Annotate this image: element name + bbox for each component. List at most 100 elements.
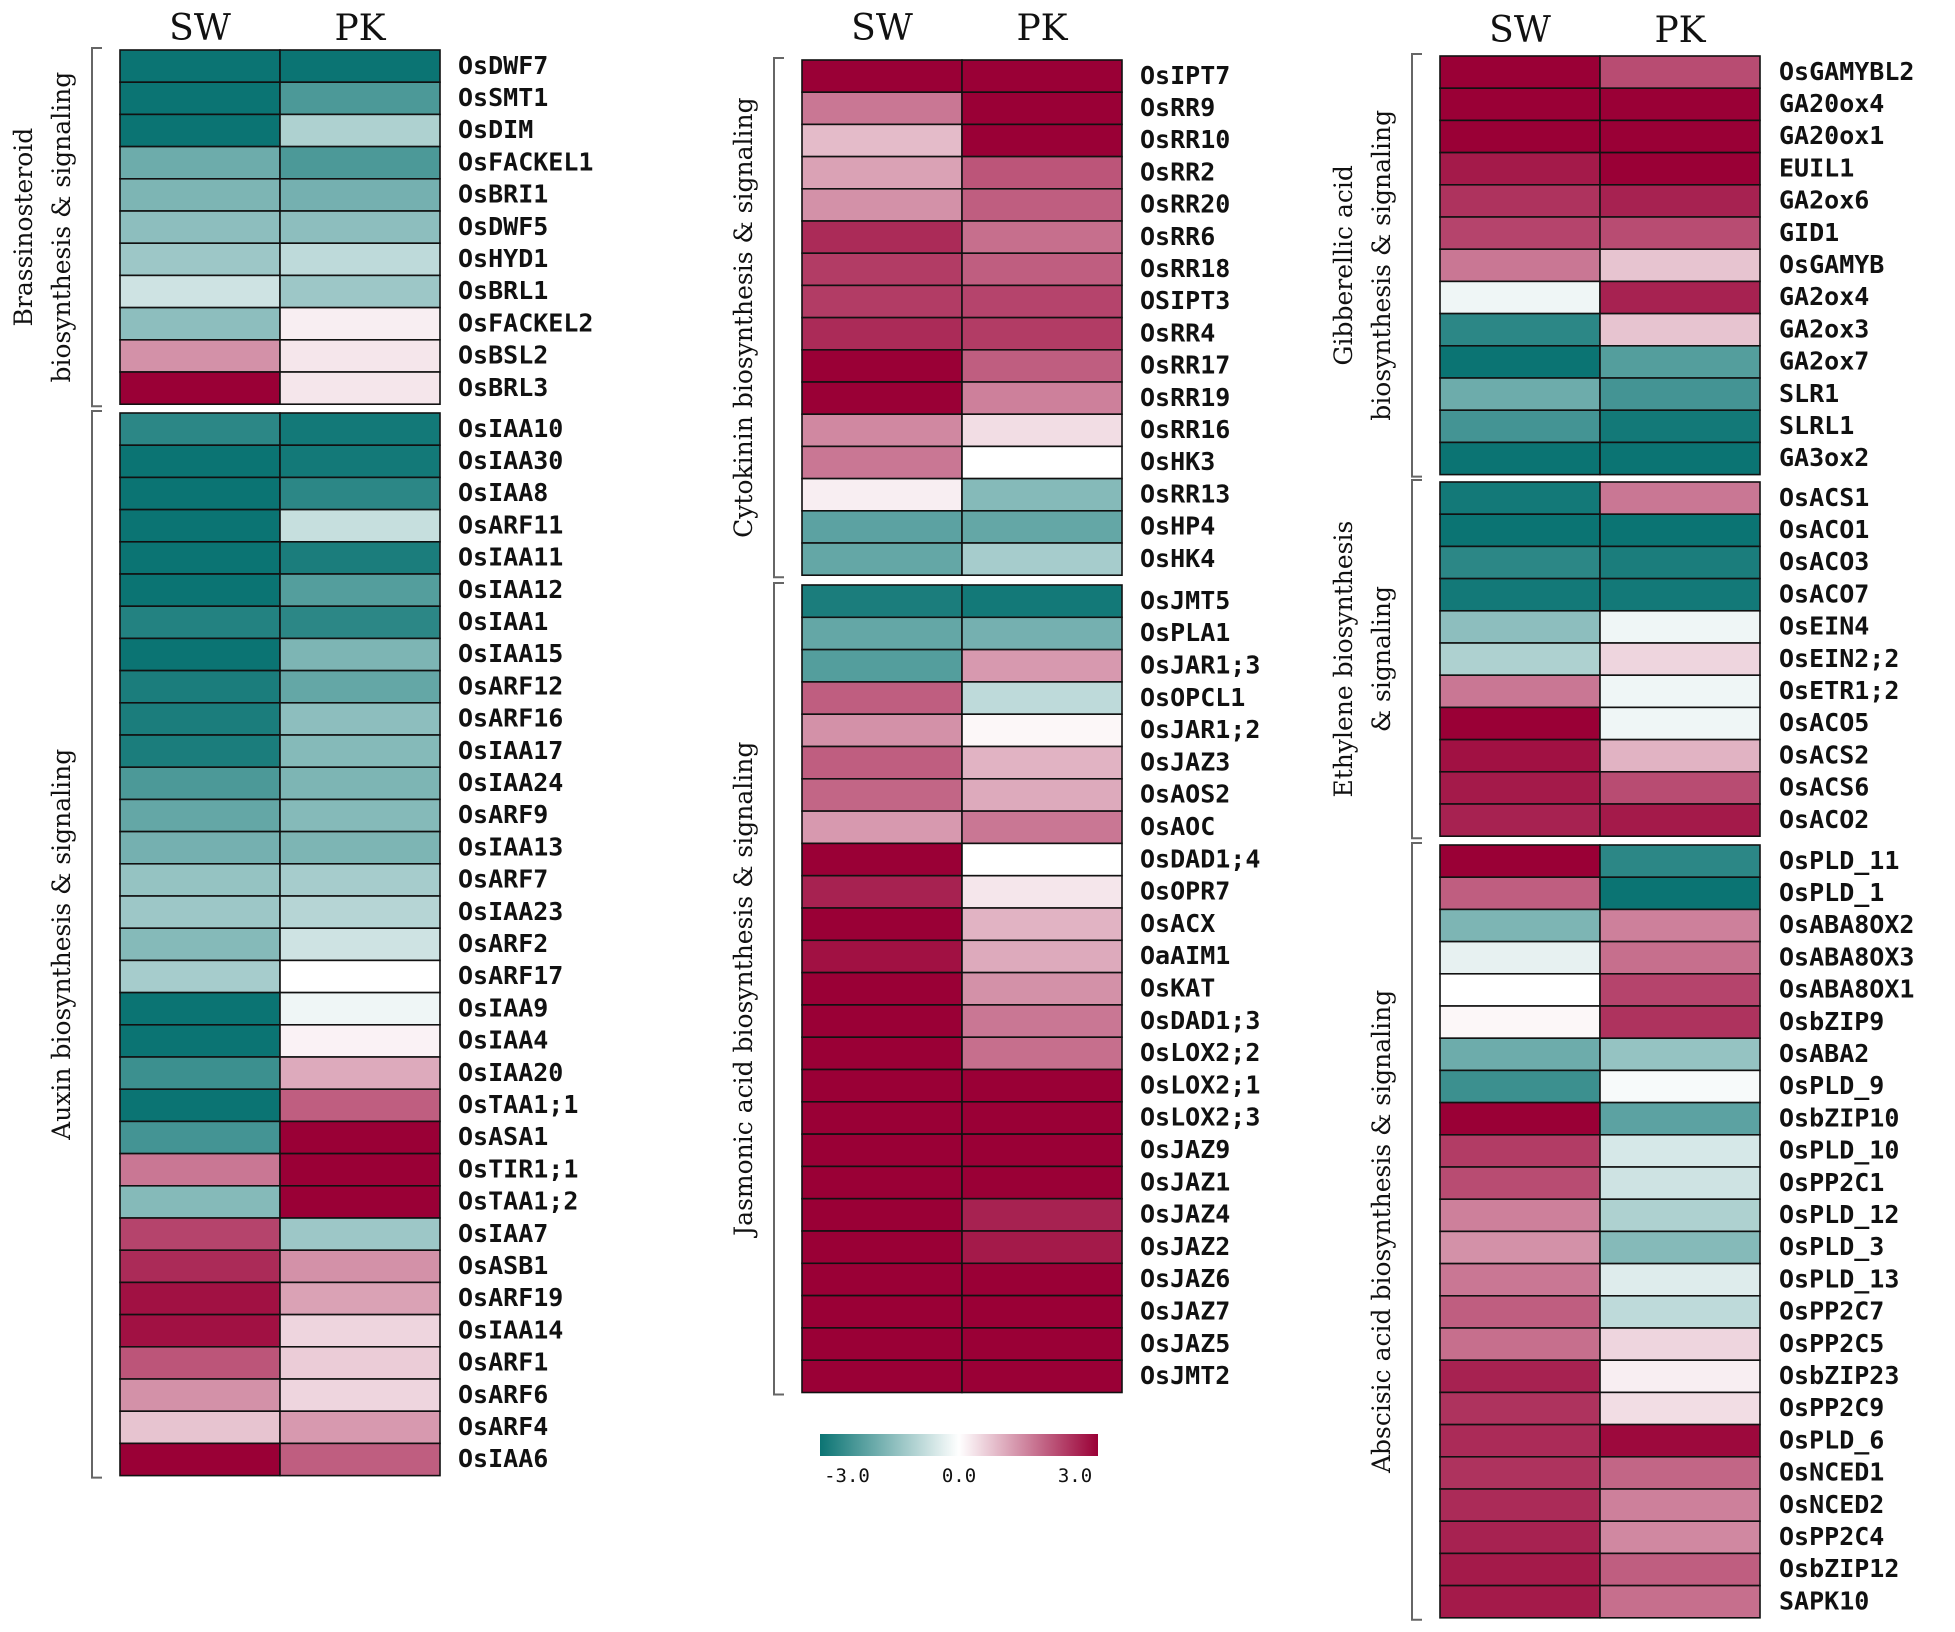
heatmap-cell-sw bbox=[801, 348, 963, 383]
heatmap-cell-sw bbox=[1439, 674, 1601, 709]
heatmap-cell-pk bbox=[279, 412, 441, 447]
gene-label: OsACO5 bbox=[1779, 708, 1869, 737]
gene-label: OsPP2C4 bbox=[1779, 1522, 1884, 1551]
gene-label: OsTAA1;1 bbox=[458, 1090, 578, 1119]
color-scale-legend: -3.0 0.0 3.0 bbox=[820, 1434, 1098, 1487]
heatmap-cell-sw bbox=[119, 573, 281, 608]
heatmap-cell-sw bbox=[801, 123, 963, 158]
heatmap-cell-pk bbox=[1599, 344, 1761, 379]
heatmap-cell-pk bbox=[279, 927, 441, 962]
heatmap-cell-sw bbox=[119, 669, 281, 704]
heatmap-cell-pk bbox=[961, 445, 1123, 480]
gene-label: GA2ox4 bbox=[1779, 282, 1869, 311]
heatmap-cell-sw bbox=[1439, 377, 1601, 412]
gene-label: OsARF16 bbox=[458, 704, 563, 733]
heatmap-cell-sw bbox=[1439, 1037, 1601, 1072]
gene-label: OsACO3 bbox=[1779, 547, 1869, 576]
heatmap-cell-pk bbox=[1599, 908, 1761, 943]
heatmap-cell-sw bbox=[1439, 1101, 1601, 1136]
heatmap-cell-sw bbox=[119, 444, 281, 479]
heatmap-cell-sw bbox=[1439, 184, 1601, 218]
heatmap-cell-sw bbox=[119, 1152, 281, 1187]
gene-label: OsACS1 bbox=[1779, 483, 1869, 512]
gene-label: OsABA8OX3 bbox=[1779, 942, 1914, 971]
heatmap-cell-sw bbox=[119, 540, 281, 575]
gene-label: OsIAA20 bbox=[458, 1058, 563, 1087]
gene-label: OsJAZ2 bbox=[1140, 1232, 1230, 1261]
heatmap-cell-pk bbox=[279, 1056, 441, 1091]
heatmap-cell-sw bbox=[1439, 609, 1601, 644]
gene-label: OsACO7 bbox=[1779, 579, 1869, 608]
gene-label: OsABA2 bbox=[1779, 1039, 1869, 1068]
gene-label: OsARF2 bbox=[458, 929, 548, 958]
heatmap-cell-pk bbox=[961, 381, 1123, 416]
gene-label: OsIAA11 bbox=[458, 543, 563, 572]
gene-label: OsJAZ9 bbox=[1140, 1135, 1230, 1164]
heatmap-cell-sw bbox=[119, 862, 281, 897]
heatmap-cell-pk bbox=[279, 1024, 441, 1058]
heatmap-cell-sw bbox=[1439, 803, 1601, 838]
gene-label: OsIAA7 bbox=[458, 1219, 548, 1248]
gene-label: EUIL1 bbox=[1779, 153, 1854, 182]
gene-group: Ethylene biosynthesis & signaling OsACS1 Os… bbox=[1329, 479, 1899, 840]
heatmap-cell-pk bbox=[1599, 312, 1761, 347]
gene-label: GA3ox2 bbox=[1779, 443, 1869, 472]
heatmap-cell-pk bbox=[279, 669, 441, 704]
heatmap-cell-sw bbox=[1439, 119, 1601, 154]
gene-label: OsAOS2 bbox=[1140, 780, 1230, 809]
heatmap-cell-pk bbox=[279, 573, 441, 608]
gene-label: OsARF11 bbox=[458, 510, 563, 539]
heatmap-cell-pk bbox=[961, 123, 1123, 158]
gene-label: OsPP2C5 bbox=[1779, 1329, 1884, 1358]
heatmap-cell-sw bbox=[119, 113, 281, 148]
gene-label: OsJAZ1 bbox=[1140, 1167, 1230, 1196]
gene-label: OsKAT bbox=[1140, 974, 1215, 1003]
heatmap-cell-pk bbox=[279, 1281, 441, 1316]
gene-label: OsNCED1 bbox=[1779, 1458, 1884, 1487]
gene-label: OsFACKEL2 bbox=[458, 308, 593, 337]
heatmap-cell-pk bbox=[961, 745, 1123, 780]
gene-label: OsRR18 bbox=[1140, 254, 1230, 283]
color-scale-tick-mid: 0.0 bbox=[942, 1465, 976, 1487]
heatmap-cell-pk bbox=[279, 49, 441, 84]
heatmap-cell-sw bbox=[1439, 642, 1601, 677]
heatmap-cell-sw bbox=[119, 145, 281, 180]
heatmap-cell-pk bbox=[1599, 184, 1761, 218]
gene-label: OsbZIP10 bbox=[1779, 1103, 1899, 1132]
heatmap-cell-pk bbox=[1599, 1166, 1761, 1201]
heatmap-cell-sw bbox=[1439, 1488, 1601, 1523]
heatmap-cell-sw bbox=[1439, 513, 1601, 548]
gene-label: OsEIN2;2 bbox=[1779, 644, 1899, 673]
heatmap-cell-sw bbox=[119, 959, 281, 994]
heatmap-cell-pk bbox=[279, 113, 441, 148]
heatmap-cell-pk bbox=[961, 874, 1123, 909]
column-header-pk: PK bbox=[334, 8, 386, 49]
gene-label: OsIAA24 bbox=[458, 768, 563, 797]
heatmap-cell-sw bbox=[801, 445, 963, 480]
gene-label: OsARF1 bbox=[458, 1348, 548, 1377]
heatmap-panel: SW PK Gibberellic acid biosynthesis & signa… bbox=[1329, 10, 1914, 1621]
heatmap-cell-sw bbox=[119, 605, 281, 640]
heatmap-cell-sw bbox=[119, 701, 281, 736]
heatmap-cell-pk bbox=[279, 508, 441, 543]
gene-label: OsDAD1;3 bbox=[1140, 1006, 1260, 1035]
heatmap-cell-sw bbox=[801, 1165, 963, 1200]
heatmap-cell-pk bbox=[961, 477, 1123, 512]
gene-group: Cytokinin biosynthesis & signaling OsIPT7… bbox=[729, 57, 1230, 579]
group-label: Auxin biosynthesis & signaling bbox=[47, 749, 76, 1141]
gene-label: OsPLD_6 bbox=[1779, 1425, 1884, 1454]
heatmap-cell-pk bbox=[1599, 1327, 1761, 1362]
heatmap-cell-pk bbox=[279, 766, 441, 801]
heatmap-cell-sw bbox=[801, 413, 963, 448]
heatmap-cell-sw bbox=[1439, 312, 1601, 347]
gene-label: OsABA8OX2 bbox=[1779, 910, 1914, 939]
heatmap-cell-sw bbox=[119, 1217, 281, 1252]
heatmap-cell-pk bbox=[279, 798, 441, 833]
heatmap-cell-sw bbox=[119, 1249, 281, 1284]
heatmap-cell-pk bbox=[1599, 1262, 1761, 1297]
heatmap-cell-pk bbox=[961, 316, 1123, 351]
heatmap-cell-sw bbox=[801, 777, 963, 812]
heatmap-cell-pk bbox=[1599, 1295, 1761, 1329]
heatmap-cell-pk bbox=[279, 306, 441, 341]
heatmap-cell-sw bbox=[119, 371, 281, 406]
